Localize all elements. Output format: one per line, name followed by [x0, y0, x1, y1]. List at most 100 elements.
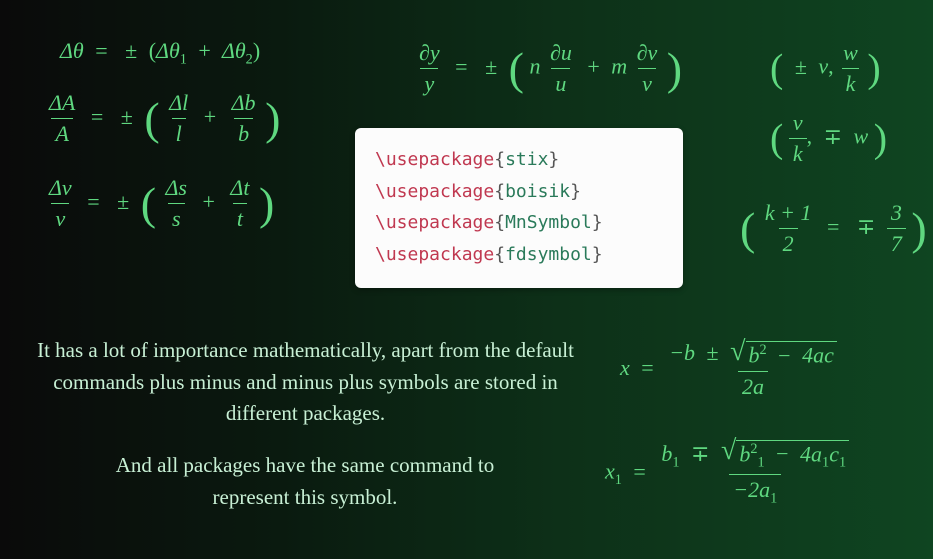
eq5-v: v — [818, 54, 828, 79]
eq9-x: x — [605, 459, 615, 484]
code-cmd: \usepackage — [375, 212, 494, 233]
eq1-s2: 2 — [246, 51, 253, 67]
eq4-plus: + — [581, 54, 605, 79]
equation-delta-v: Δvv = ± ( Δss + Δtt ) — [45, 175, 274, 232]
code-arg: MnSymbol — [505, 212, 592, 233]
eq1-t1: Δθ — [156, 38, 180, 63]
eq1-plus: + — [192, 38, 216, 63]
eq4-m: m — [611, 54, 627, 79]
equation-quadratic: x = −b ± √b2 − 4ac 2a — [620, 340, 841, 400]
eq8-4ac: 4ac — [802, 343, 834, 368]
prose1-text: It has a lot of importance mathematicall… — [37, 338, 574, 425]
eq6-comma: , — [807, 124, 813, 149]
eq3-pm: ± — [111, 189, 135, 214]
eq9-b: b — [661, 441, 672, 466]
equation-partial-y: ∂yy = ± ( n ∂uu + m ∂vv ) — [415, 40, 682, 97]
eq8-den: 2a — [738, 371, 768, 400]
eq4-numa: ∂u — [546, 40, 576, 68]
eq4-numl: ∂y — [415, 40, 444, 68]
eq4-pm: ± — [479, 54, 503, 79]
eq6-mp: ∓ — [818, 124, 848, 149]
equation-delta-a: ΔAA = ± ( Δll + Δbb ) — [45, 90, 280, 147]
equation-kplus1: ( k + 12 = ∓ 37 ) — [740, 200, 927, 257]
eq9-minus: − — [770, 441, 794, 466]
eq9-neg2a: −2a — [733, 477, 770, 502]
eq2-denb: b — [234, 118, 253, 147]
code-line: \usepackage{fdsymbol} — [375, 239, 663, 271]
code-line: \usepackage{MnSymbol} — [375, 207, 663, 239]
equation-quadratic-sub1: x1 = b1 ∓ √b21 − 4a1c1 −2a1 — [605, 440, 853, 507]
eq8-minusb: −b — [669, 340, 695, 365]
eq2-numa: Δl — [165, 90, 192, 118]
eq2-dena: l — [172, 118, 186, 147]
eq9-s1: 1 — [615, 472, 622, 488]
eq9-eq: = — [627, 459, 651, 484]
eq3-numb: Δt — [226, 175, 253, 203]
eq5-comma: , — [828, 54, 834, 79]
eq8-b: b — [749, 343, 760, 368]
eq3-denl: v — [51, 203, 69, 232]
eq4-numb: ∂v — [633, 40, 662, 68]
eq7-mp: ∓ — [851, 214, 881, 239]
equation-pair-pmv: ( ± v, wk ) — [770, 40, 881, 97]
equation-delta-theta: Δθ = ± (Δθ1 + Δθ2) — [60, 38, 260, 68]
eq9-bs1: 1 — [672, 454, 679, 470]
eq6-num: v — [789, 110, 807, 138]
eq8-eq: = — [635, 355, 659, 380]
eq7-denl: 2 — [779, 228, 798, 257]
latex-code-box: \usepackage{stix} \usepackage{boisik} \u… — [355, 128, 683, 288]
code-cmd: \usepackage — [375, 149, 494, 170]
eq3-numa: Δs — [162, 175, 191, 203]
eq2-plus: + — [198, 104, 222, 129]
eq8-minus: − — [772, 343, 796, 368]
eq2-numl: ΔA — [45, 90, 79, 118]
eq9-mp: ∓ — [685, 441, 715, 466]
code-arg: boisik — [505, 181, 570, 202]
code-line: \usepackage{boisik} — [375, 176, 663, 208]
eq9-ds1: 1 — [770, 490, 777, 506]
code-cmd: \usepackage — [375, 244, 494, 265]
eq7-eq: = — [821, 214, 845, 239]
prose-paragraph-2: And all packages have the same command t… — [75, 450, 535, 513]
eq3-dena: s — [168, 203, 185, 232]
prose-paragraph-1: It has a lot of importance mathematicall… — [28, 335, 583, 430]
eq2-eq: = — [85, 104, 109, 129]
eq9-4a: 4a — [800, 441, 822, 466]
eq3-plus: + — [197, 189, 221, 214]
prose2-text: And all packages have the same command t… — [116, 453, 494, 509]
eq4-denl: y — [420, 68, 438, 97]
eq7-numr: 3 — [887, 200, 906, 228]
eq4-dena: u — [551, 68, 570, 97]
eq4-eq: = — [449, 54, 473, 79]
eq5-den: k — [842, 68, 860, 97]
eq2-denl: A — [51, 118, 72, 147]
eq5-num: w — [839, 40, 862, 68]
eq1-lhs: Δθ — [60, 38, 84, 63]
eq3-denb: t — [233, 203, 247, 232]
eq3-numl: Δv — [45, 175, 76, 203]
eq5-pm: ± — [789, 54, 813, 79]
code-cmd: \usepackage — [375, 181, 494, 202]
eq9-b2: b — [739, 441, 750, 466]
eq4-denb: v — [638, 68, 656, 97]
eq8-x: x — [620, 355, 630, 380]
code-arg: fdsymbol — [505, 244, 592, 265]
code-line: \usepackage{stix} — [375, 144, 663, 176]
eq7-denr: 7 — [887, 228, 906, 257]
eq9-cs1: 1 — [839, 455, 846, 471]
eq8-sq: 2 — [760, 342, 767, 358]
eq7-numl: k + 1 — [761, 200, 816, 228]
code-arg: stix — [505, 149, 548, 170]
eq9-c: c — [829, 441, 839, 466]
eq6-w: w — [854, 124, 869, 149]
eq8-pm: ± — [701, 340, 725, 365]
eq2-pm: ± — [115, 104, 139, 129]
equation-pair-vk: ( vk, ∓ w ) — [770, 110, 887, 167]
eq2-numb: Δb — [228, 90, 260, 118]
eq3-eq: = — [81, 189, 105, 214]
eq4-n: n — [529, 54, 540, 79]
eq1-eq: = — [89, 38, 113, 63]
eq1-t2: Δθ — [222, 38, 246, 63]
eq1-s1: 1 — [180, 51, 187, 67]
eq9-bs2: 1 — [757, 455, 764, 471]
